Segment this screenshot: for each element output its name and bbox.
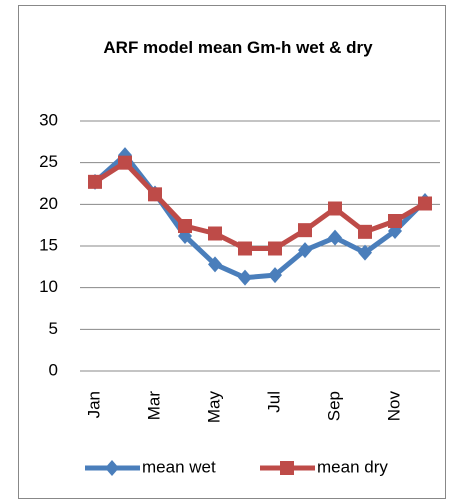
x-tick-label: Jan	[84, 391, 103, 418]
point	[88, 174, 102, 189]
legend-marker	[105, 460, 119, 476]
x-tick-label: Jul	[264, 391, 283, 413]
legend-marker	[280, 461, 294, 475]
x-tick-label: May	[204, 391, 223, 424]
series-line	[93, 152, 427, 281]
x-tick-label: Mar	[144, 391, 163, 421]
point	[328, 229, 342, 246]
point	[418, 196, 432, 211]
chart-title: ARF model mean Gm-h wet & dry	[103, 38, 373, 57]
series-line	[93, 160, 427, 251]
x-tick-label: Nov	[384, 391, 403, 422]
point	[298, 223, 312, 238]
point	[238, 241, 252, 256]
point	[208, 256, 222, 273]
point	[268, 241, 282, 256]
point	[118, 155, 132, 170]
point	[208, 226, 222, 241]
point	[148, 187, 162, 202]
point	[298, 242, 312, 259]
chart-border	[18, 5, 446, 499]
y-tick-label: 25	[39, 152, 58, 171]
y-tick-label: 5	[49, 319, 58, 338]
point	[358, 224, 372, 239]
y-tick-label: 0	[49, 360, 58, 379]
y-tick-label: 20	[39, 194, 58, 213]
point	[328, 201, 342, 216]
point	[238, 269, 252, 286]
point	[358, 244, 372, 261]
y-tick-label: 15	[39, 235, 58, 254]
legend-label: mean wet	[142, 457, 216, 476]
point	[268, 267, 282, 284]
y-tick-label: 10	[39, 277, 58, 296]
point	[388, 214, 402, 228]
point	[178, 219, 192, 233]
x-tick-label: Sep	[324, 391, 343, 421]
legend-label: mean dry	[317, 457, 388, 476]
y-tick-label: 30	[39, 110, 58, 129]
